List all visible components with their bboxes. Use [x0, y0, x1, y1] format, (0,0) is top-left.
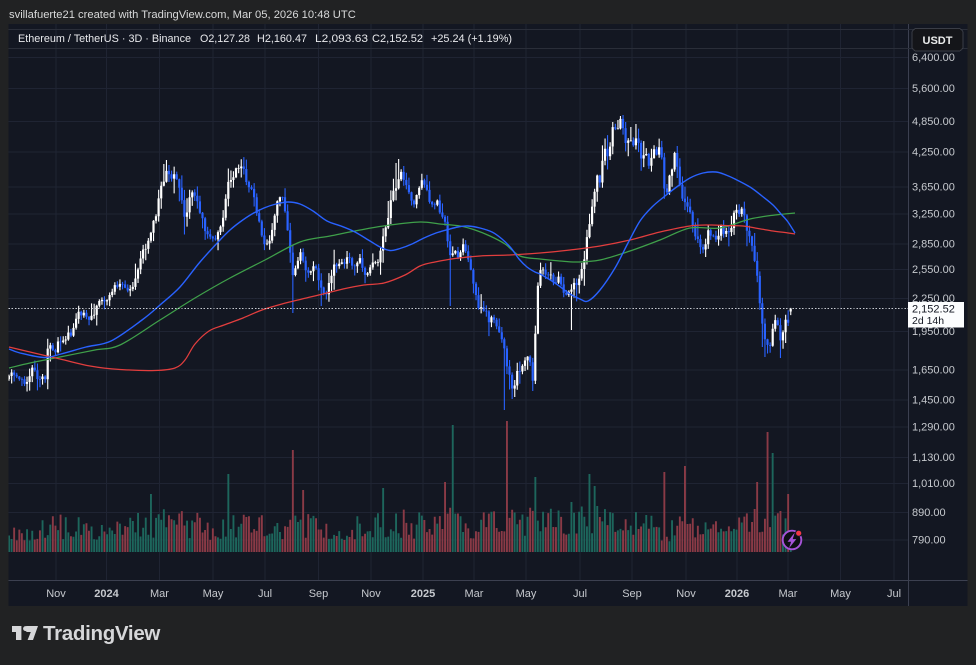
svg-text:Sep: Sep: [309, 588, 329, 600]
svg-text:USDT: USDT: [923, 35, 953, 47]
svg-text:Nov: Nov: [676, 588, 696, 600]
svg-text:May: May: [203, 588, 224, 600]
svg-text:1,130.00: 1,130.00: [912, 452, 955, 464]
svg-text:May: May: [516, 588, 537, 600]
svg-text:Ethereum / TetherUS · 3D · Bin: Ethereum / TetherUS · 3D · BinanceO2,127…: [18, 33, 512, 45]
svg-text:Jul: Jul: [573, 588, 587, 600]
svg-text:2,152.52: 2,152.52: [912, 304, 955, 316]
svg-text:790.00: 790.00: [912, 534, 946, 546]
svg-text:5,600.00: 5,600.00: [912, 83, 955, 95]
svg-text:2025: 2025: [411, 588, 435, 600]
svg-text:2026: 2026: [725, 588, 749, 600]
svg-text:1,450.00: 1,450.00: [912, 394, 955, 406]
svg-text:3,650.00: 3,650.00: [912, 182, 955, 194]
svg-text:May: May: [830, 588, 851, 600]
svg-text:TradingView: TradingView: [43, 622, 160, 645]
svg-text:2024: 2024: [94, 588, 119, 600]
svg-text:Mar: Mar: [465, 588, 484, 600]
svg-text:2,850.00: 2,850.00: [912, 239, 955, 251]
svg-text:1,010.00: 1,010.00: [912, 478, 955, 490]
svg-text:890.00: 890.00: [912, 507, 946, 519]
svg-text:Mar: Mar: [150, 588, 169, 600]
svg-text:Jul: Jul: [887, 588, 901, 600]
svg-text:4,850.00: 4,850.00: [912, 116, 955, 128]
svg-text:Sep: Sep: [622, 588, 642, 600]
svg-text:svillafuerte21 created with Tr: svillafuerte21 created with TradingView.…: [9, 9, 356, 21]
svg-text:1,290.00: 1,290.00: [912, 421, 955, 433]
svg-text:Jul: Jul: [258, 588, 272, 600]
svg-text:2,550.00: 2,550.00: [912, 264, 955, 276]
svg-text:6,400.00: 6,400.00: [912, 52, 955, 64]
svg-text:3,250.00: 3,250.00: [912, 208, 955, 220]
svg-text:1,650.00: 1,650.00: [912, 365, 955, 377]
svg-text:4,250.00: 4,250.00: [912, 146, 955, 158]
svg-text:1,950.00: 1,950.00: [912, 326, 955, 338]
svg-text:Nov: Nov: [361, 588, 381, 600]
svg-text:Nov: Nov: [46, 588, 66, 600]
svg-text:Mar: Mar: [779, 588, 798, 600]
svg-text:2d 14h: 2d 14h: [912, 315, 944, 327]
